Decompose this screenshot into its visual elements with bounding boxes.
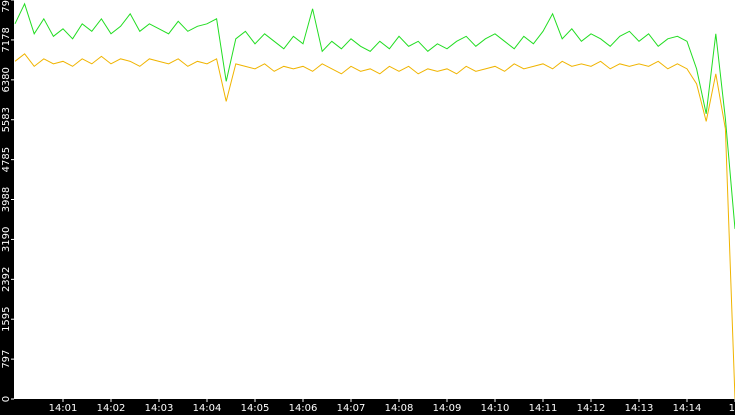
y-tick-label: 2392 [1, 267, 12, 292]
x-tick-label: 14:09 [433, 403, 462, 414]
y-tick-label: 4785 [1, 147, 12, 172]
x-tick-label: 14:07 [337, 403, 366, 414]
x-tick-label: 14:04 [193, 403, 222, 414]
x-tick-label: 14 [729, 403, 735, 414]
y-tick-label: 7976 [1, 0, 12, 13]
series-line [14, 53, 735, 400]
y-tick-label: 7178 [1, 27, 12, 52]
y-tick-label: 0 [1, 396, 12, 402]
x-tick-label: 14:13 [625, 403, 654, 414]
y-tick-label: 3190 [1, 227, 12, 252]
x-tick-label: 14:10 [481, 403, 510, 414]
x-tick-label: 14:14 [673, 403, 702, 414]
x-tick-label: 14:05 [241, 403, 270, 414]
x-tick-label: 14:12 [577, 403, 606, 414]
y-tick-label: 6380 [1, 67, 12, 92]
series-line [14, 2, 735, 229]
x-tick-label: 14:03 [145, 403, 174, 414]
y-tick-label: 797 [1, 350, 12, 369]
x-tick-label: 14:02 [97, 403, 126, 414]
x-tick-label: 14:01 [49, 403, 78, 414]
x-tick-label: 14:06 [289, 403, 318, 414]
x-tick-label: 14:08 [385, 403, 414, 414]
y-axis-strip [0, 0, 14, 415]
x-axis-strip [0, 399, 735, 415]
y-tick-label: 5583 [1, 107, 12, 132]
x-tick-label: 14:11 [529, 403, 558, 414]
y-tick-label: 1595 [1, 306, 12, 331]
y-tick-label: 3988 [1, 187, 12, 212]
